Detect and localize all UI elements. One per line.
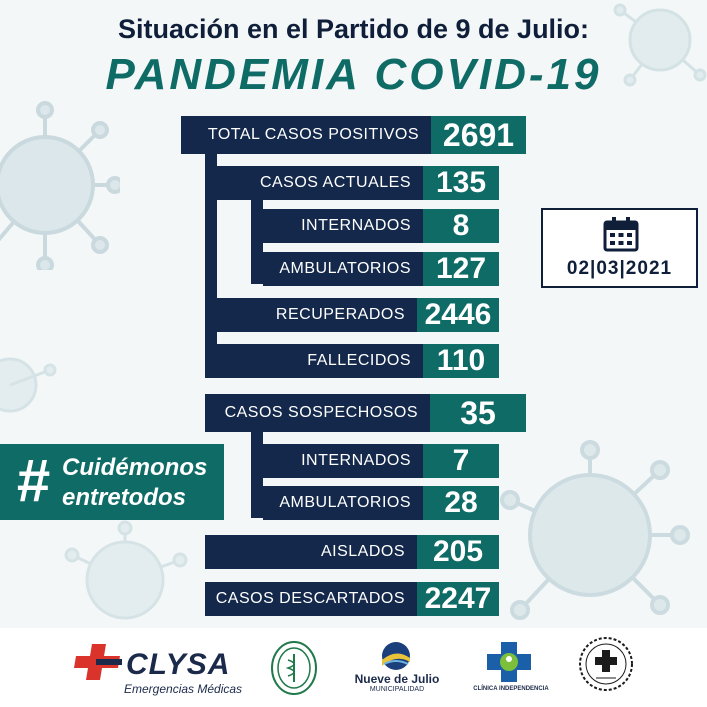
stat-label: AMBULATORIOS: [263, 486, 423, 520]
stat-row-casos-actuales: CASOS ACTUALES 135: [217, 166, 499, 200]
nueve-de-julio-name: Nueve de Julio: [354, 672, 440, 686]
virus-icon: [613, 3, 707, 87]
stat-value: 2691: [431, 116, 526, 154]
stat-row-sospechosos-internados: INTERNADOS 7: [263, 444, 499, 478]
nueve-de-julio-logo: [382, 642, 410, 670]
hashtag-line2: entretodos: [62, 484, 187, 511]
medical-association-logo: [271, 641, 317, 695]
clysa-logo-text: CLYSA: [126, 648, 231, 681]
stat-label: CASOS DESCARTADOS: [205, 582, 417, 616]
tree-connector: [251, 430, 263, 518]
stat-value: 135: [423, 166, 499, 200]
stat-label: CASOS ACTUALES: [217, 166, 423, 200]
virus-icon: [500, 440, 690, 620]
stat-row-total-positivos: TOTAL CASOS POSITIVOS 2691: [181, 116, 526, 154]
stat-row-descartados: CASOS DESCARTADOS 2247: [205, 582, 499, 616]
clinica-independencia-name: CLÍNICA INDEPENDENCIA: [473, 686, 549, 692]
stat-label: INTERNADOS: [263, 444, 423, 478]
virus-icon: [0, 101, 120, 270]
stat-label: AISLADOS: [205, 535, 417, 569]
date-box: 02|03|2021: [541, 208, 698, 288]
stat-label: AMBULATORIOS: [263, 252, 423, 286]
virus-icon: [0, 357, 57, 413]
stat-value: 110: [423, 344, 499, 378]
tree-connector: [251, 200, 263, 284]
stat-value: 8: [423, 209, 499, 243]
stat-label: RECUPERADOS: [217, 298, 417, 332]
stat-label: TOTAL CASOS POSITIVOS: [181, 116, 431, 154]
hashtag-symbol: #: [16, 447, 50, 514]
stat-row-fallecidos: FALLECIDOS 110: [217, 344, 499, 378]
stat-value: 2247: [417, 582, 499, 616]
stat-row-recuperados: RECUPERADOS 2446: [217, 298, 499, 332]
stat-value: 205: [417, 535, 499, 569]
stat-value: 35: [430, 394, 526, 432]
clysa-logo-subtitle: Emergencias Médicas: [124, 682, 243, 696]
page-title: PANDEMIA COVID-19: [105, 50, 602, 99]
stat-row-aislados: AISLADOS 205: [205, 535, 499, 569]
stat-label: INTERNADOS: [263, 209, 423, 243]
hashtag-banner: # Cuidémonos entretodos: [0, 444, 224, 520]
stat-value: 28: [423, 486, 499, 520]
date-text: 02|03|2021: [566, 258, 673, 279]
stat-row-casos-sospechosos: CASOS SOSPECHOSOS 35: [205, 394, 526, 432]
stat-value: 7: [423, 444, 499, 478]
clinica-independencia-logo: [487, 642, 531, 682]
stat-label: FALLECIDOS: [217, 344, 423, 378]
tree-connector: [205, 150, 217, 378]
virus-icon: [64, 520, 188, 620]
hashtag-line1: Cuidémonos: [62, 454, 208, 481]
stat-value: 2446: [417, 298, 499, 332]
clysa-cross-logo: [74, 644, 122, 680]
seal-logo: [579, 637, 633, 691]
stat-row-sospechosos-ambulatorios: AMBULATORIOS 28: [263, 486, 499, 520]
calendar-icon: [603, 217, 639, 252]
stat-label: CASOS SOSPECHOSOS: [205, 394, 430, 432]
stat-row-internados: INTERNADOS 8: [263, 209, 499, 243]
nueve-de-julio-subtitle: MUNICIPALIDAD: [369, 686, 425, 693]
stat-row-ambulatorios: AMBULATORIOS 127: [263, 252, 499, 286]
page-subtitle: Situación en el Partido de 9 de Julio:: [117, 14, 590, 44]
stat-value: 127: [423, 252, 499, 286]
